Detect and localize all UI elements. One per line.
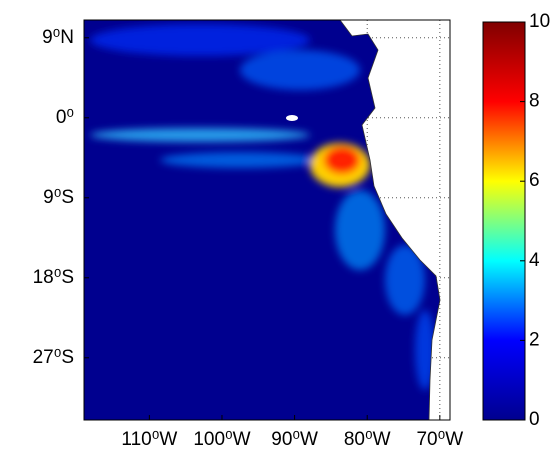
y-tick-label: 9⁰N — [42, 27, 74, 48]
x-tick-label: 80⁰W — [344, 429, 391, 450]
colorbar-tick-label: 0 — [529, 409, 540, 430]
y-tick-label: 0⁰ — [56, 107, 74, 128]
colorbar-tick-label: 10 — [529, 11, 550, 32]
map-frame — [83, 19, 451, 421]
y-tick-label: 9⁰S — [43, 187, 74, 208]
colorbar — [482, 21, 526, 421]
y-tick-label: 18⁰S — [33, 267, 74, 288]
y-tick-label: 27⁰S — [33, 347, 74, 368]
colorbar-tick-label: 4 — [529, 250, 540, 271]
island — [286, 115, 298, 121]
x-tick-label: 100⁰W — [193, 429, 250, 450]
x-tick-label: 110⁰W — [121, 429, 177, 450]
x-tick-label: 70⁰W — [416, 429, 463, 450]
colorbar-tick-label: 8 — [529, 91, 540, 112]
x-tick-label: 90⁰W — [271, 429, 318, 450]
colorbar-tick-label: 6 — [529, 170, 540, 191]
colorbar-tick-label: 2 — [529, 329, 540, 350]
axes: 110⁰W 100⁰W 90⁰W 80⁰W 70⁰W 9⁰N 0⁰ 9⁰S 18⁰S 27⁰S 0 2… — [33, 11, 551, 450]
field-features — [90, 24, 435, 390]
map-field — [84, 20, 450, 420]
